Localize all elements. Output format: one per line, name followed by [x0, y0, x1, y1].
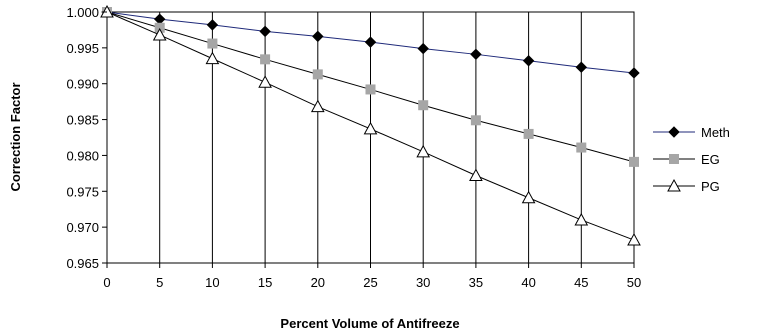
x-tick-label: 30	[416, 275, 430, 290]
y-tick-labels: 0.965 0.970 0.975 0.980 0.985 0.990 0.995 1.000	[66, 5, 107, 271]
data-point-eg	[154, 22, 165, 33]
data-point-meth	[628, 67, 640, 79]
data-point-pg	[627, 233, 641, 246]
y-tick-label: 0.980	[66, 148, 99, 163]
data-point-meth	[417, 42, 429, 55]
legend-item-pg: PG	[653, 178, 720, 194]
data-point-eg	[365, 84, 376, 95]
x-tick-label: 45	[574, 275, 588, 290]
x-tick-label: 35	[469, 275, 483, 290]
data-point-pg	[258, 75, 272, 88]
data-point-meth	[364, 36, 377, 48]
legend-marker-pg	[667, 178, 681, 192]
x-tick-label: 5	[156, 275, 163, 290]
data-point-pg	[205, 51, 220, 65]
data-point-pg	[574, 212, 589, 226]
legend: Meth EG PG	[653, 125, 730, 194]
legend-item-eg: EG	[653, 152, 720, 167]
y-axis-title: Correction Factor	[8, 82, 23, 191]
legend-label-meth: Meth	[701, 125, 730, 140]
data-point-eg	[260, 54, 271, 65]
data-point-pg	[521, 190, 536, 204]
data-point-pg	[416, 144, 431, 158]
data-point-eg	[629, 156, 639, 167]
legend-marker-eg	[669, 154, 679, 164]
data-point-meth	[153, 13, 166, 25]
x-tick-label: 15	[258, 275, 272, 290]
data-point-meth	[470, 48, 482, 61]
x-axis-title: Percent Volume of Antifreeze	[280, 316, 459, 331]
data-point-pg	[310, 99, 325, 113]
data-point-eg	[523, 128, 534, 139]
x-tick-label: 20	[311, 275, 325, 290]
data-point-eg	[312, 69, 323, 80]
legend-item-meth: Meth	[653, 125, 730, 140]
legend-label-eg: EG	[701, 152, 720, 167]
data-point-eg	[576, 142, 587, 153]
data-point-meth	[206, 19, 219, 31]
y-tick-label: 0.975	[66, 184, 99, 199]
data-point-pg	[469, 168, 483, 182]
x-tick-label: 0	[103, 275, 110, 290]
grid	[159, 12, 582, 263]
data-point-eg	[470, 115, 481, 126]
y-tick-label: 0.985	[66, 113, 99, 128]
x-tick-label: 40	[521, 275, 535, 290]
data-point-pg	[152, 27, 167, 41]
y-tick-label: 0.990	[66, 77, 99, 92]
x-tick-label: 10	[205, 275, 219, 290]
data-point-eg	[418, 100, 429, 111]
data-point-pg	[363, 121, 378, 135]
y-tick-label: 0.995	[66, 41, 99, 56]
x-tick-labels: 0 5 10 15 20 25 30 35 40 45 50	[103, 263, 641, 290]
legend-marker-meth	[668, 126, 680, 138]
legend-label-pg: PG	[701, 179, 720, 194]
x-tick-label: 50	[627, 275, 641, 290]
x-tick-label: 25	[363, 275, 377, 290]
data-point-meth	[312, 30, 324, 43]
y-tick-label: 0.970	[66, 220, 99, 235]
y-tick-label: 1.000	[66, 5, 99, 20]
y-tick-label: 0.965	[66, 256, 99, 271]
data-point-eg	[207, 38, 218, 49]
data-point-meth	[259, 25, 271, 38]
data-point-meth	[522, 55, 535, 67]
data-point-meth	[575, 61, 588, 73]
series-group	[100, 4, 641, 246]
